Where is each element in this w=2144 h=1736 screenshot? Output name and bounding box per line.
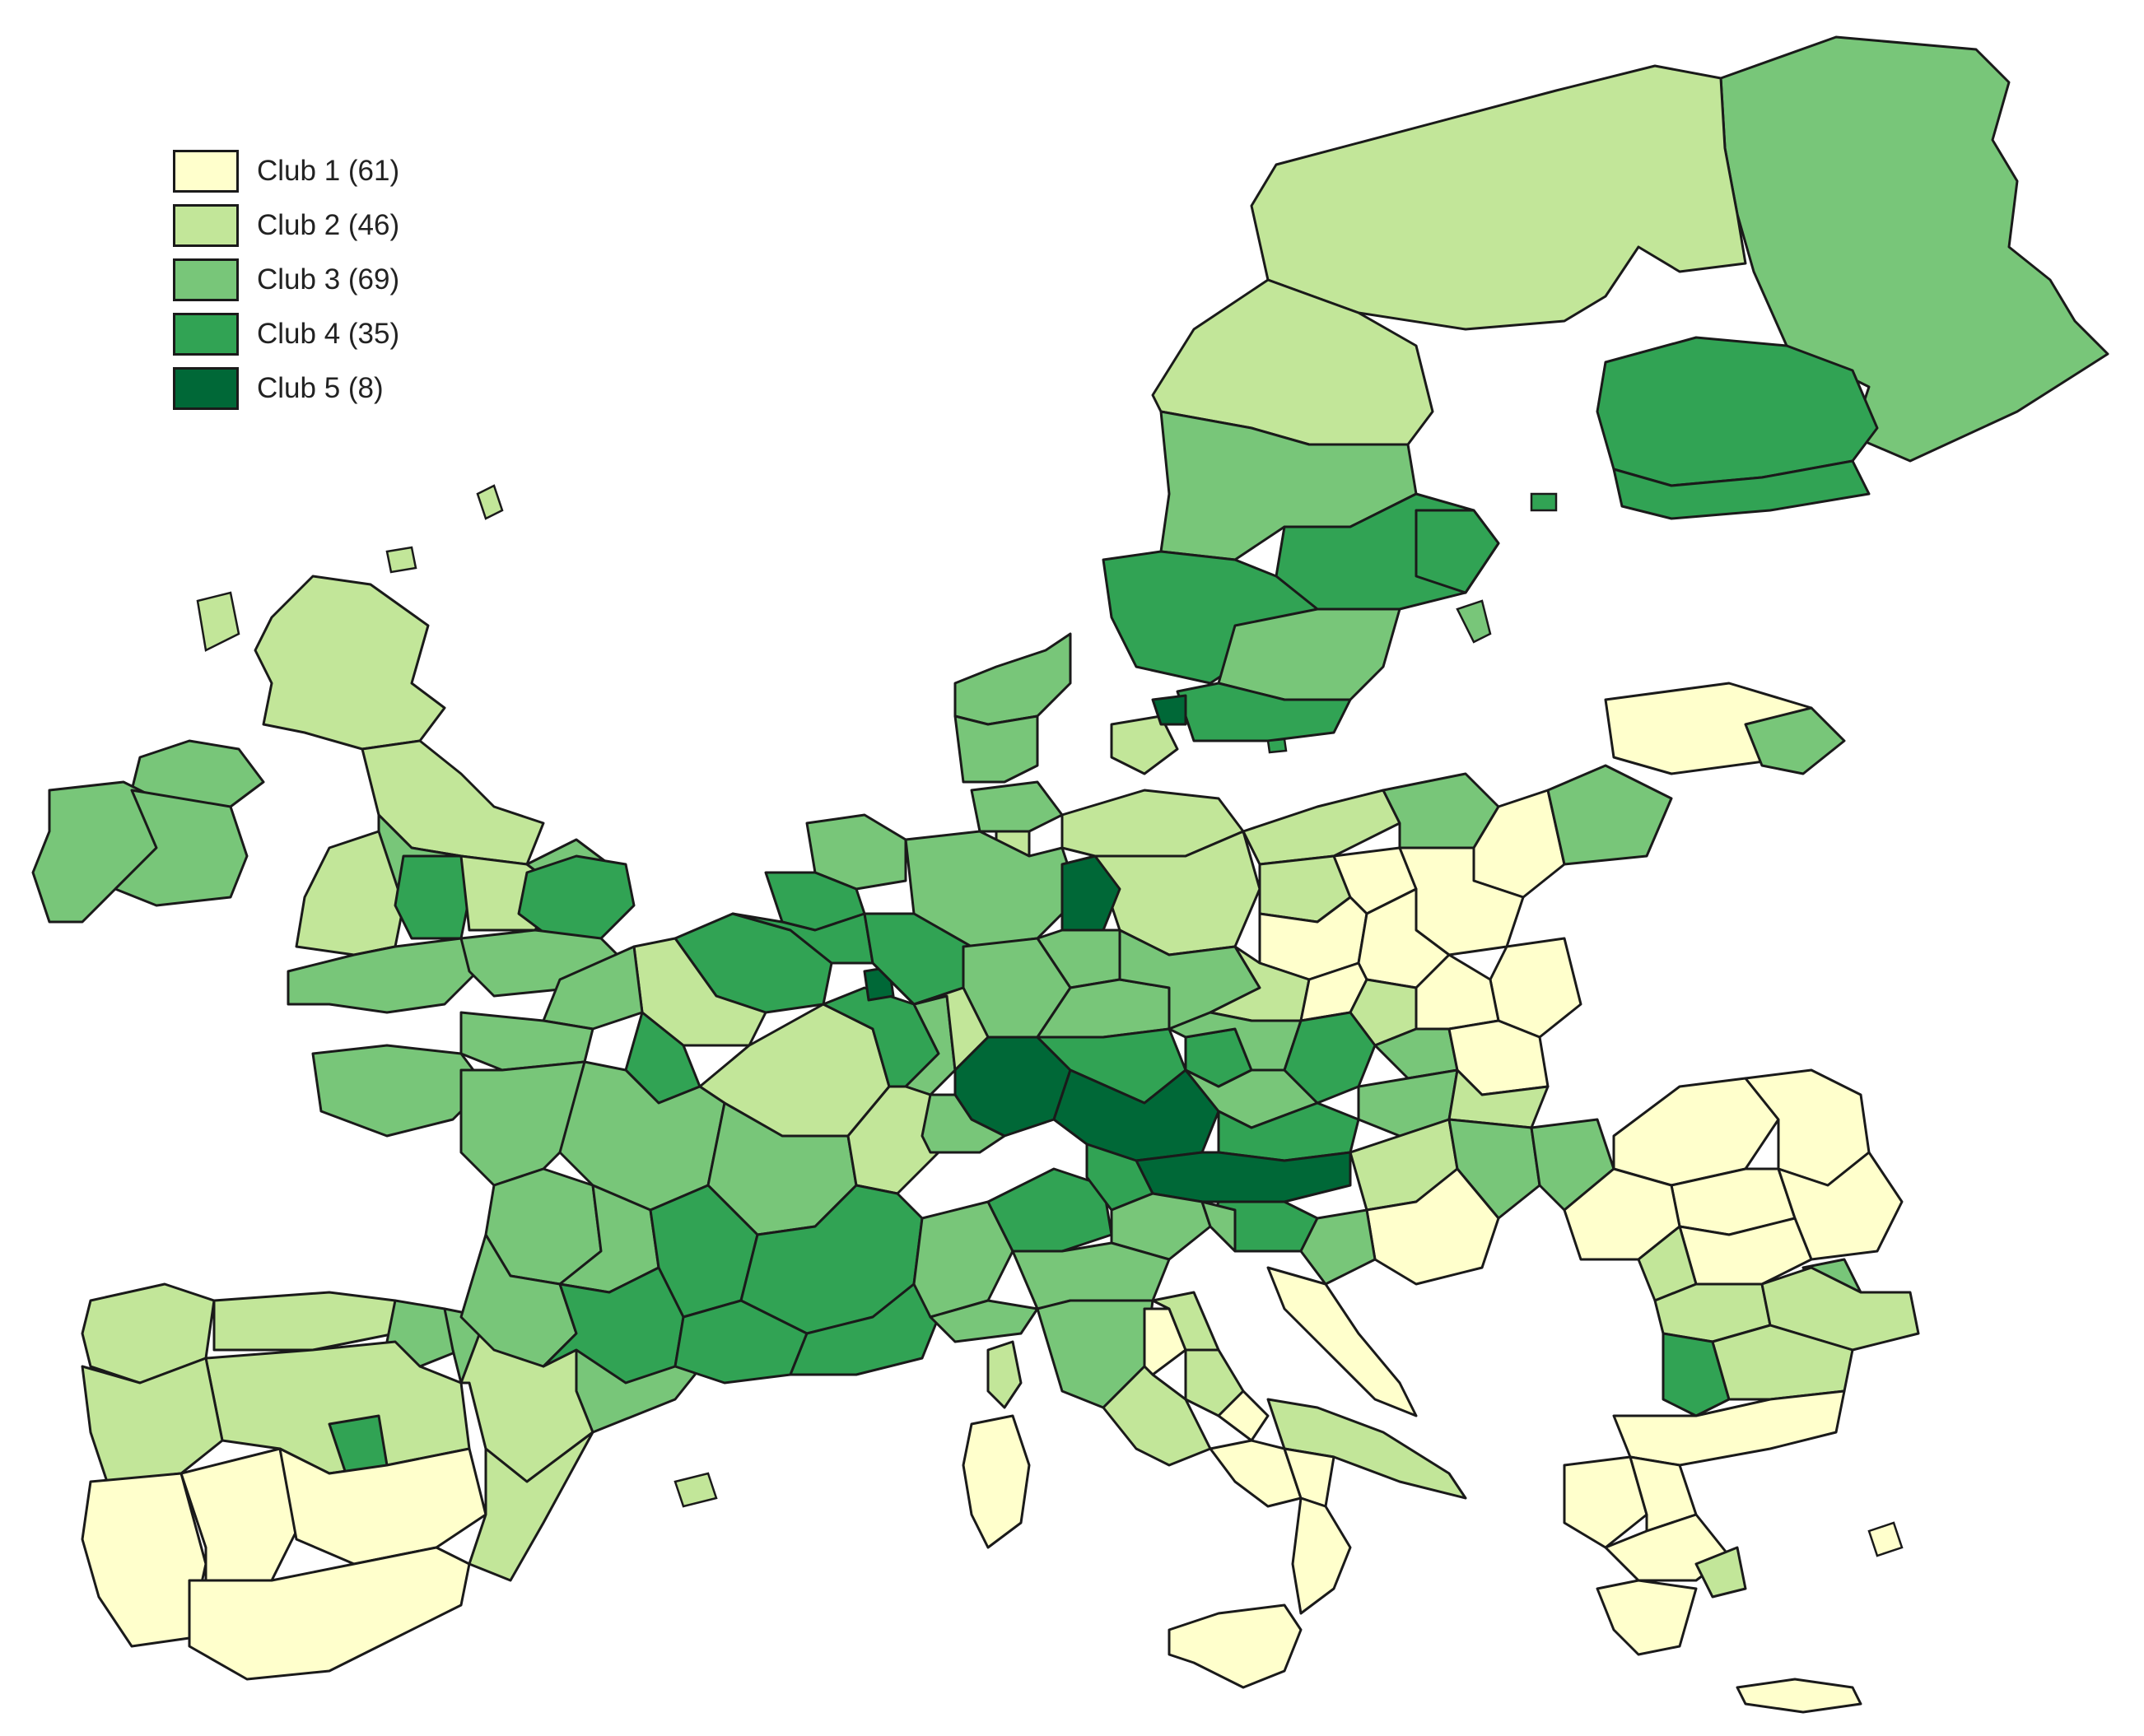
region-hungary-south [1365,1167,1500,1286]
legend-label: Club 1 (61) [257,155,400,187]
region-greece-epirus [1563,1455,1648,1549]
island-orkney [385,546,417,574]
region-scotland [254,575,446,751]
legend-swatch [173,150,239,193]
region-midi-pyrenees [542,1266,685,1385]
region-england-south-west [287,937,479,1014]
region-england-midlands [394,854,471,940]
legend-swatch [173,204,239,247]
region-provence [789,1282,940,1376]
region-castilla-la-mancha [278,1447,487,1566]
region-schleswig-holstein [970,780,1064,833]
region-estonia [1744,706,1846,775]
region-sweden-smaland [1217,607,1401,701]
region-bulgaria-south-west [1662,1332,1731,1417]
region-denmark-jutland-south [953,714,1039,784]
legend-item-club-5: Club 5 (8) [173,361,399,416]
region-portugal-north [81,1357,224,1483]
legend-label: Club 2 (46) [257,209,400,241]
region-slovakia-east [1447,1068,1550,1129]
region-sicilia [1168,1603,1303,1689]
region-friuli [1200,1200,1237,1253]
island-mallorca [673,1472,718,1508]
region-denmark-capital [1151,694,1187,726]
legend-item-club-1: Club 1 (61) [173,144,399,198]
region-denmark-zealand [1110,714,1179,775]
legend-swatch [173,258,239,301]
island-gotland [1456,599,1492,644]
region-emilia-romagna [1011,1241,1171,1310]
region-asturias-cantabria [212,1291,397,1352]
region-liguria [929,1299,1039,1343]
region-greece-peloponnese [1596,1579,1698,1656]
legend: Club 1 (61) Club 2 (46) Club 3 (69) Club… [173,144,399,416]
region-hungary-central [1447,1118,1541,1220]
legend-swatch [173,367,239,410]
region-greece-crete [1736,1678,1862,1714]
legend-item-club-2: Club 2 (46) [173,198,399,253]
region-corsica [986,1340,1023,1409]
region-calabria [1291,1496,1352,1615]
region-greece-attica [1694,1546,1747,1599]
region-sweden-stockholm [1415,509,1500,594]
island-bornholm [1266,738,1288,754]
region-greece-macedonia [1612,1389,1846,1467]
region-sardegna [962,1414,1031,1549]
region-croatia-north [1299,1208,1377,1286]
region-ireland-east [114,789,249,907]
legend-item-club-4: Club 4 (35) [173,307,399,361]
legend-swatch [173,313,239,356]
island-aland [1530,492,1558,512]
island-cyprus-rhodes [1867,1521,1904,1557]
region-london [517,854,636,940]
island-shetland [476,484,504,520]
region-finland-north [1719,35,2109,463]
island-western-isles [196,591,240,652]
legend-label: Club 3 (69) [257,263,400,296]
region-croatia-adriatic [1266,1266,1418,1417]
region-portugal-south [81,1472,207,1648]
region-molise [1217,1389,1270,1442]
region-sweden-south [1176,682,1352,742]
region-finland-south [1612,459,1871,520]
legend-label: Club 5 (8) [257,372,384,404]
legend-label: Club 4 (35) [257,318,400,350]
region-berlin [1060,854,1121,932]
region-lazio [1102,1365,1212,1467]
legend-item-club-3: Club 3 (69) [173,253,399,307]
region-lithuania [1546,764,1673,866]
region-valencia [468,1431,594,1582]
region-denmark-jutland-north [953,632,1072,726]
region-basque-country [385,1299,463,1368]
region-sweden-north [1250,64,1747,331]
region-austria-south [1135,1151,1352,1203]
region-haute-normandie [542,945,644,1031]
region-andalusia [188,1546,471,1681]
region-switzerland-west [921,1093,1006,1154]
